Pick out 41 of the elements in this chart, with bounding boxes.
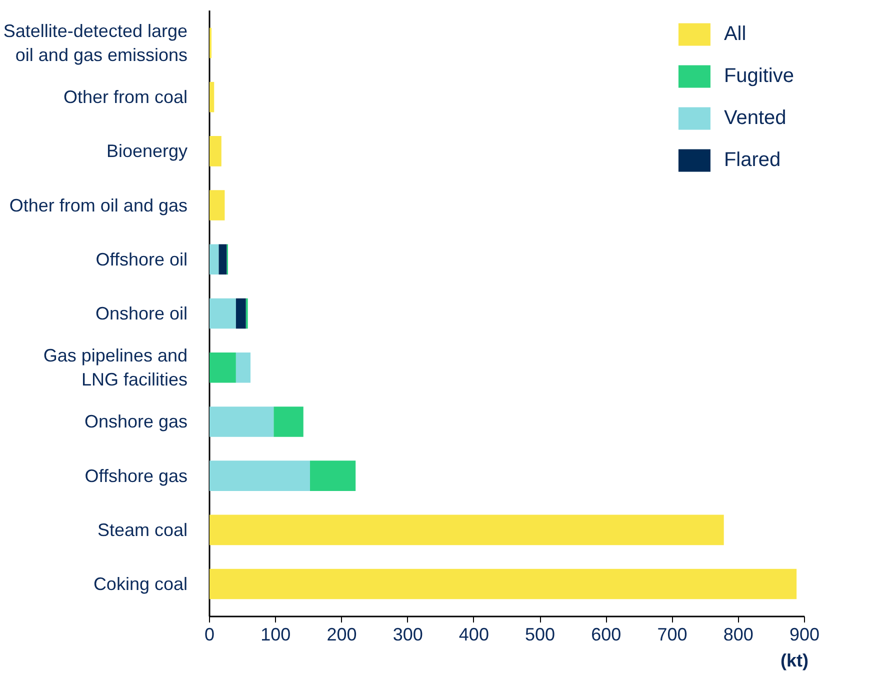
bar	[210, 190, 225, 220]
bar	[210, 514, 724, 546]
x-tick-label: 700	[657, 624, 688, 644]
y-tick-label: Offshore gas	[84, 466, 188, 486]
bar	[236, 298, 246, 329]
y-tick-label: Bioenergy	[106, 141, 188, 162]
y-tick-label: Onshore gas	[84, 412, 188, 432]
legend-label: Fugitive	[724, 64, 794, 88]
y-tick-label: Other from coal	[63, 87, 188, 108]
legend-label: All	[724, 22, 746, 46]
x-tick-label: 500	[525, 624, 556, 644]
x-tick-label: 300	[392, 624, 423, 644]
y-tick-label: Steam coal	[97, 520, 188, 540]
x-tick-label: 0	[204, 624, 215, 644]
bar	[210, 82, 214, 112]
x-tick-label: 200	[326, 624, 357, 644]
legend-label: Flared	[724, 148, 781, 172]
bar	[210, 298, 236, 329]
bar	[210, 568, 797, 600]
x-axis-title: (kt)	[780, 650, 809, 670]
legend-label: Vented	[724, 106, 786, 130]
x-tick-label: 400	[458, 624, 489, 644]
y-tick-label: Onshore oil	[95, 304, 188, 324]
bar	[274, 406, 304, 437]
y-tick-label: Gas pipelines and LNG facilities	[43, 346, 188, 390]
bar	[210, 406, 274, 437]
y-tick-label: Other from oil and gas	[9, 195, 188, 216]
x-tick-label: 600	[591, 624, 622, 644]
bar	[236, 352, 250, 383]
y-tick-label: Offshore oil	[96, 249, 188, 270]
y-tick-label: Satellite-detected large oil and gas emissions	[3, 20, 188, 65]
bar	[310, 460, 356, 491]
bar	[210, 136, 222, 166]
x-tick-label: 100	[260, 624, 291, 644]
y-tick-label: Coking coal	[93, 574, 188, 594]
bar	[210, 460, 310, 491]
x-tick-label: 800	[723, 624, 754, 644]
x-tick-label: 900	[789, 624, 820, 644]
bar	[210, 352, 236, 383]
bar	[218, 244, 227, 275]
bar	[210, 244, 219, 275]
